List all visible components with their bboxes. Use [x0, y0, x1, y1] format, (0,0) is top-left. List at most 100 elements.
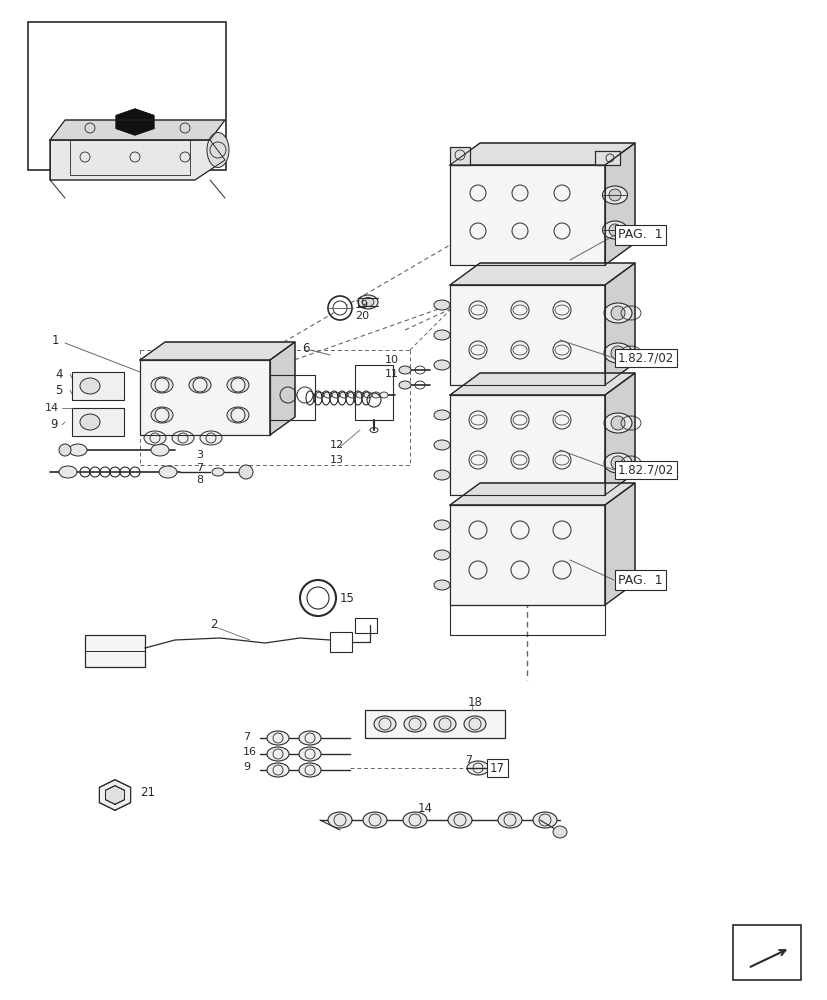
Bar	[330, 632, 351, 652]
Ellipse shape	[433, 580, 449, 590]
Text: 1: 1	[52, 334, 60, 347]
Text: 10: 10	[385, 355, 399, 365]
Text: 14: 14	[45, 403, 59, 413]
Ellipse shape	[552, 826, 566, 838]
Polygon shape	[605, 483, 634, 605]
Circle shape	[610, 456, 624, 470]
Text: 16: 16	[242, 747, 256, 757]
Ellipse shape	[399, 381, 410, 389]
Polygon shape	[449, 263, 634, 285]
Ellipse shape	[69, 444, 87, 456]
Text: PAG.  1: PAG. 1	[617, 229, 662, 241]
Text: 20: 20	[355, 311, 369, 321]
Ellipse shape	[361, 298, 374, 306]
Text: 9: 9	[242, 762, 250, 772]
Text: 11: 11	[385, 369, 399, 379]
Bar	[72, 408, 124, 436]
Ellipse shape	[189, 377, 211, 393]
Polygon shape	[116, 109, 154, 135]
Text: 12: 12	[330, 440, 344, 450]
Text: 5: 5	[55, 383, 62, 396]
Ellipse shape	[533, 812, 557, 828]
Ellipse shape	[497, 812, 521, 828]
Ellipse shape	[172, 431, 194, 445]
Ellipse shape	[433, 440, 449, 450]
Circle shape	[239, 465, 253, 479]
Ellipse shape	[59, 466, 77, 478]
Ellipse shape	[356, 392, 364, 398]
Text: 9: 9	[50, 418, 57, 432]
Circle shape	[155, 408, 169, 422]
Ellipse shape	[603, 303, 631, 323]
Ellipse shape	[80, 414, 100, 430]
Ellipse shape	[357, 295, 378, 309]
Bar	[355, 618, 376, 633]
Circle shape	[610, 416, 624, 430]
Ellipse shape	[316, 392, 323, 398]
Circle shape	[231, 408, 245, 422]
Circle shape	[231, 378, 245, 392]
Polygon shape	[270, 342, 294, 435]
Polygon shape	[140, 360, 270, 435]
Text: 21: 21	[140, 786, 155, 799]
Ellipse shape	[332, 392, 340, 398]
Ellipse shape	[299, 731, 321, 745]
Polygon shape	[50, 140, 225, 180]
Bar	[365, 710, 504, 738]
Ellipse shape	[433, 520, 449, 530]
Ellipse shape	[323, 392, 332, 398]
Polygon shape	[449, 165, 605, 265]
Polygon shape	[449, 147, 470, 165]
Ellipse shape	[374, 716, 395, 732]
Polygon shape	[99, 780, 131, 810]
Ellipse shape	[463, 716, 485, 732]
Text: 4: 4	[55, 367, 62, 380]
Bar	[270, 375, 314, 420]
Ellipse shape	[151, 407, 173, 423]
Ellipse shape	[380, 392, 388, 398]
Ellipse shape	[266, 747, 289, 761]
Text: 1.82.7/02: 1.82.7/02	[617, 464, 673, 477]
Ellipse shape	[159, 466, 177, 478]
Polygon shape	[605, 373, 634, 495]
Circle shape	[610, 306, 624, 320]
Ellipse shape	[207, 133, 229, 168]
Text: 18: 18	[467, 696, 482, 708]
Text: 8: 8	[196, 475, 203, 485]
Ellipse shape	[212, 468, 224, 476]
Ellipse shape	[404, 716, 425, 732]
Circle shape	[307, 587, 328, 609]
Ellipse shape	[433, 410, 449, 420]
Polygon shape	[595, 151, 619, 165]
Text: 19: 19	[355, 300, 369, 310]
Ellipse shape	[266, 731, 289, 745]
Circle shape	[609, 224, 620, 236]
Bar	[355, 365, 393, 420]
Ellipse shape	[144, 431, 165, 445]
Text: 3: 3	[196, 450, 203, 460]
Ellipse shape	[433, 716, 456, 732]
Ellipse shape	[603, 453, 631, 473]
Bar	[70, 140, 189, 175]
Ellipse shape	[340, 392, 347, 398]
Ellipse shape	[362, 812, 386, 828]
Polygon shape	[449, 373, 634, 395]
Text: 7: 7	[196, 463, 203, 473]
Polygon shape	[605, 263, 634, 385]
Ellipse shape	[403, 812, 427, 828]
Text: 7: 7	[465, 755, 471, 765]
Ellipse shape	[227, 407, 249, 423]
Text: 6: 6	[302, 342, 309, 355]
Ellipse shape	[364, 392, 371, 398]
Polygon shape	[605, 143, 634, 265]
Bar	[72, 372, 124, 400]
Polygon shape	[449, 143, 634, 165]
Polygon shape	[449, 395, 605, 495]
Ellipse shape	[447, 812, 471, 828]
Circle shape	[155, 378, 169, 392]
Ellipse shape	[151, 377, 173, 393]
Text: 2: 2	[210, 618, 218, 632]
Bar	[449, 605, 605, 635]
Text: 17: 17	[490, 762, 504, 774]
Ellipse shape	[603, 343, 631, 363]
